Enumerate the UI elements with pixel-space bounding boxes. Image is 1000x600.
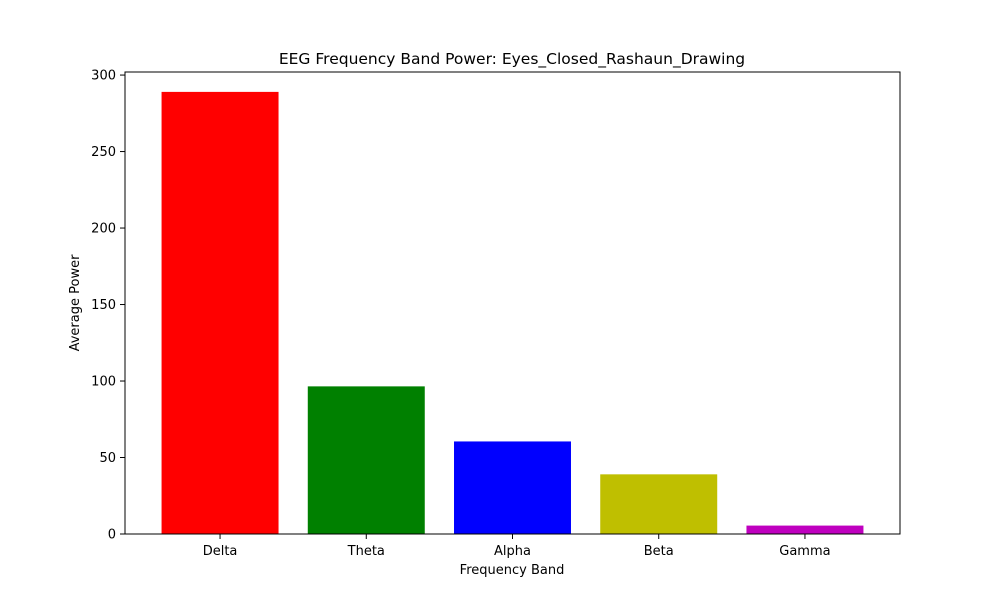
bar-alpha (454, 441, 571, 534)
x-axis-label: Frequency Band (460, 563, 565, 578)
x-tick-label: Delta (203, 544, 238, 559)
y-tick-label: 150 (91, 298, 116, 313)
x-tick-label: Gamma (779, 544, 830, 559)
y-tick-label: 300 (91, 69, 116, 84)
y-tick-label: 50 (99, 451, 116, 466)
plot-frame (124, 71, 901, 535)
y-axis-ticks: 0 50 100 150 200 250 300 (91, 69, 125, 543)
y-axis-label: Average Power (68, 254, 83, 351)
y-tick-label: 100 (91, 375, 116, 390)
chart-title: EEG Frequency Band Power: Eyes_Closed_Ra… (279, 50, 745, 69)
x-axis-ticks: Delta Theta Alpha Beta Gamma (203, 534, 831, 559)
bar-theta (307, 386, 425, 534)
bars-group (161, 91, 864, 534)
x-tick-label: Beta (644, 544, 674, 559)
y-tick-label: 200 (91, 222, 116, 237)
y-tick-label: 250 (91, 145, 116, 160)
bar-gamma (746, 525, 864, 534)
x-tick-label: Alpha (494, 544, 531, 559)
x-tick-label: Theta (347, 544, 385, 559)
bar-delta (161, 91, 279, 534)
bar-beta (600, 474, 718, 534)
y-tick-label: 0 (108, 528, 116, 543)
